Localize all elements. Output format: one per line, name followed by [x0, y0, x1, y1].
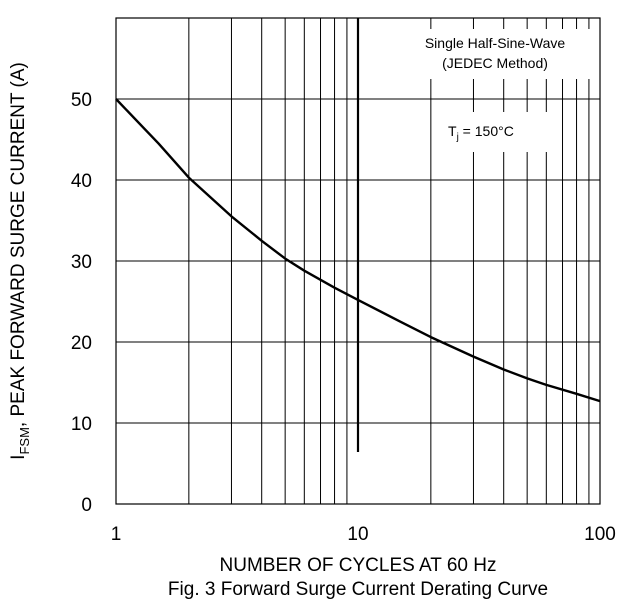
- data-marks: [115, 98, 601, 403]
- y-tick-label: 50: [71, 90, 92, 111]
- tj-value: = 150°C: [459, 123, 514, 139]
- grid: [116, 18, 600, 504]
- x-tick-label: 1: [111, 524, 122, 545]
- x-tick-label: 10: [347, 524, 368, 545]
- annotation-method-line2: (JEDEC Method): [442, 55, 548, 71]
- y-tick-label: 10: [71, 414, 92, 435]
- annotation-background: [393, 29, 597, 152]
- y-axis-text: , PEAK FORWARD SURGE CURRENT (A): [8, 62, 29, 427]
- plot-frame: [115, 17, 601, 505]
- y-axis-subscript: FSM: [17, 427, 32, 454]
- y-tick-label: 40: [71, 171, 92, 192]
- y-axis-symbol: I: [8, 455, 29, 460]
- tj-subscript: j: [456, 132, 459, 143]
- tj-symbol: T: [448, 123, 457, 139]
- series-line: [115, 98, 601, 403]
- x-tick-label: 100: [584, 524, 616, 545]
- y-tick-label: 30: [71, 252, 92, 273]
- y-axis-title: IFSM, PEAK FORWARD SURGE CURRENT (A): [8, 62, 32, 460]
- figure-caption: Fig. 3 Forward Surge Current Derating Cu…: [168, 579, 548, 600]
- x-axis-title: NUMBER OF CYCLES AT 60 Hz: [220, 555, 497, 576]
- y-tick-label: 20: [71, 333, 92, 354]
- tick-labels: 1 10 100 0 10 20 30 40 50: [71, 90, 616, 545]
- y-tick-label: 0: [81, 495, 92, 516]
- annotation-junction-temp: Tj = 150°C: [448, 123, 514, 143]
- annotation-method-line1: Single Half-Sine-Wave: [425, 35, 566, 51]
